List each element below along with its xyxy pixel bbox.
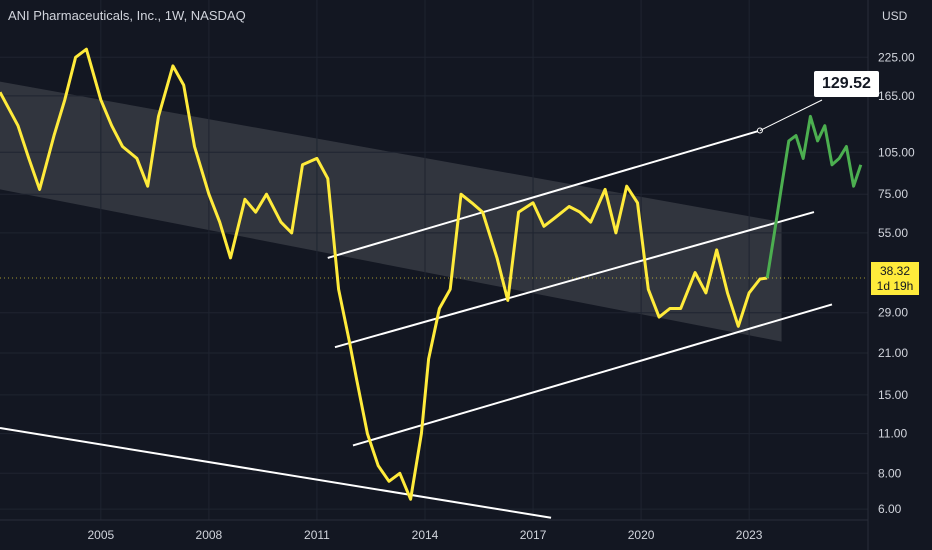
trendlines [0,99,833,519]
grid [0,0,868,520]
y-tick-label: 8.00 [878,466,902,480]
y-tick-label: 11.00 [878,427,907,441]
price-line [765,114,863,279]
y-tick-label: 105.00 [878,145,915,159]
y-axis-unit: USD [882,9,908,23]
x-tick-label: 2017 [520,528,547,542]
trendline [352,303,833,447]
price-series [0,47,868,501]
last-price-tag: 38.32 1d 19h [871,262,919,295]
descending-channel [0,81,782,342]
y-tick-label: 165.00 [878,89,915,103]
y-tick-label: 15.00 [878,388,908,402]
y-tick-label: 29.00 [878,306,908,320]
x-tick-label: 2014 [412,528,439,542]
x-tick-label: 2011 [304,528,330,542]
price-callout: 129.52 [814,71,879,97]
x-tick-label: 2008 [196,528,223,542]
channel-band [0,81,782,342]
trendline [0,427,552,519]
y-tick-label: 6.00 [878,502,902,516]
trendline [334,211,815,349]
chart-title: ANI Pharmaceuticals, Inc., 1W, NASDAQ [8,8,246,23]
price-line [0,47,768,501]
last-price: 38.32 [879,264,911,278]
x-tick-label: 2020 [628,528,655,542]
x-tick-label: 2005 [87,528,114,542]
y-tick-label: 21.00 [878,346,908,360]
x-tick-label: 2023 [736,528,763,542]
y-tick-label: 225.00 [878,50,915,64]
trendline [327,129,761,259]
bar-countdown: 1d 19h [876,279,914,293]
y-tick-label: 75.00 [878,187,908,201]
callout-pointer [759,99,823,132]
y-tick-label: 55.00 [878,226,908,240]
